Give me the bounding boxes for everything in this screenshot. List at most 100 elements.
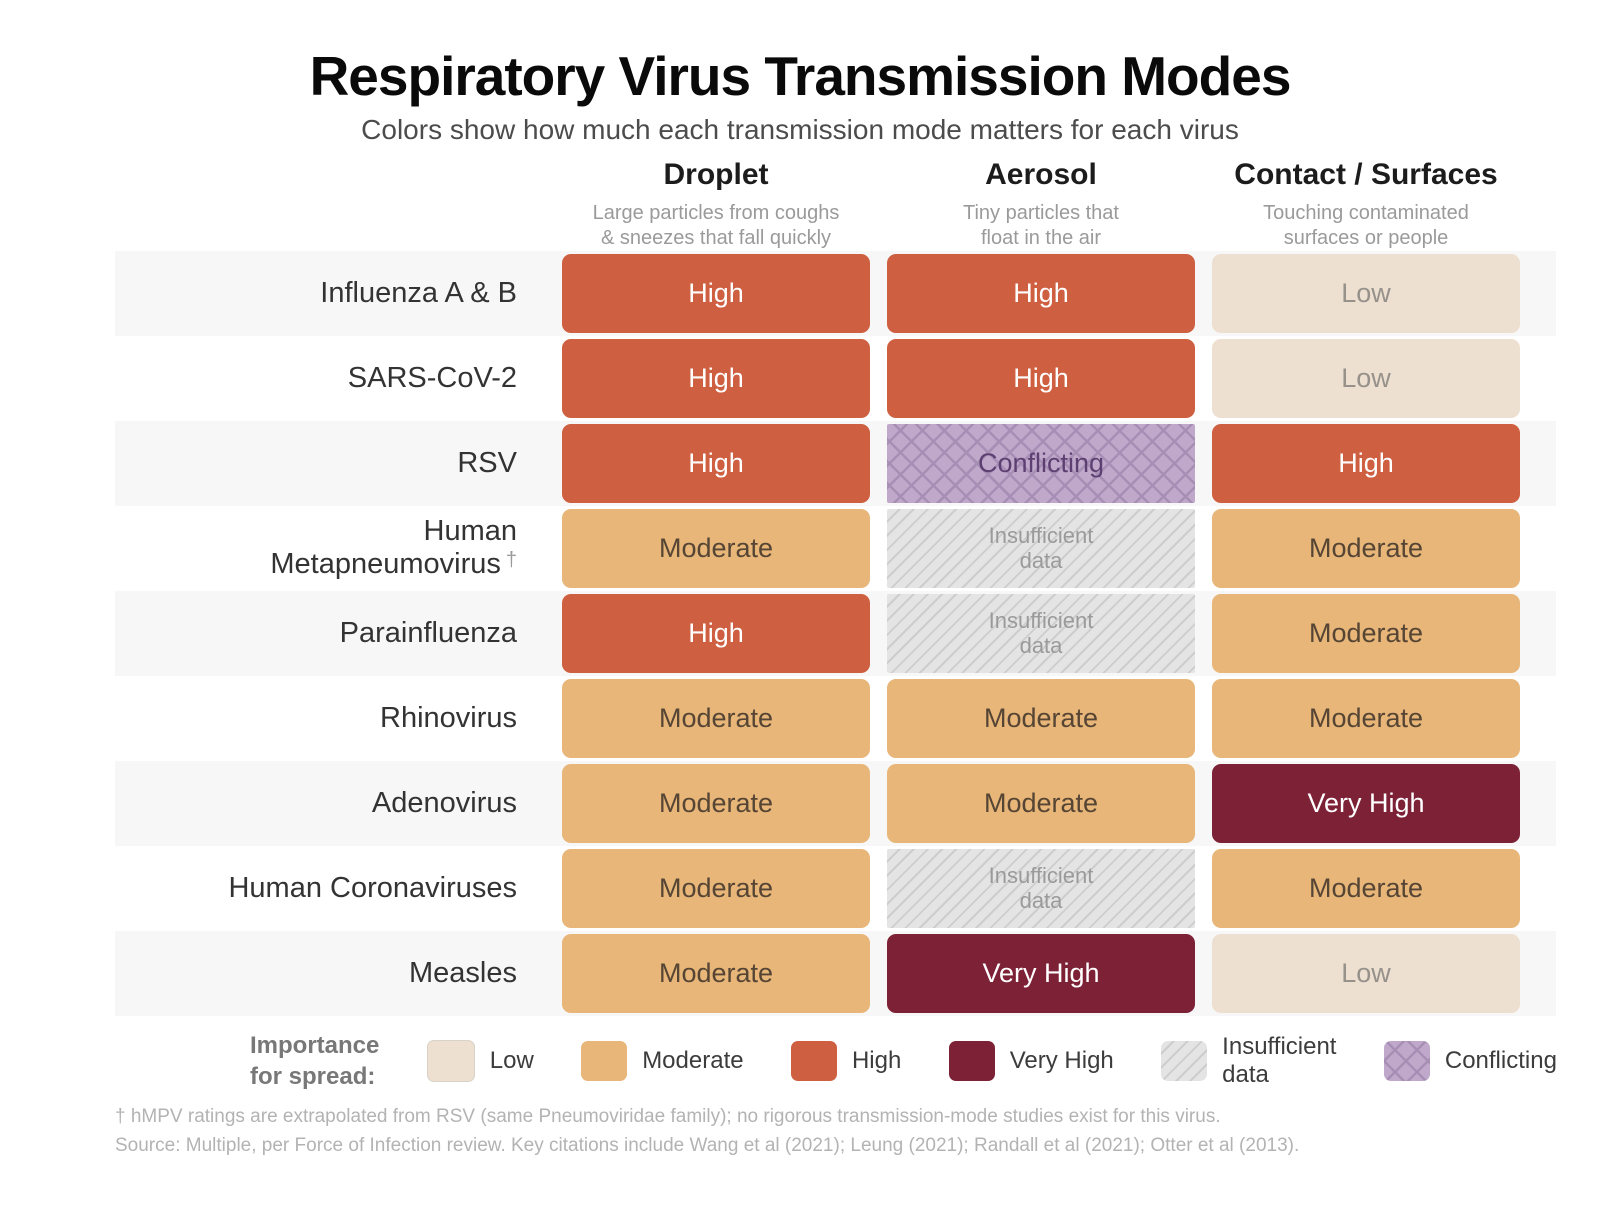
- legend-swatch: [426, 1039, 475, 1082]
- heat-cell-label: Low: [1341, 362, 1391, 393]
- row-label-dagger: †: [505, 549, 517, 572]
- heat-cell-label: Very High: [982, 957, 1100, 988]
- heat-cell-label: Insufficient data: [988, 607, 1094, 659]
- row-label-text: Human Metapneumovirus: [270, 514, 517, 581]
- column-title: Droplet: [663, 157, 769, 191]
- heat-cell: Moderate: [887, 678, 1195, 758]
- heat-cell-label: Moderate: [1308, 702, 1424, 733]
- legend-swatch: [1383, 1040, 1430, 1081]
- heat-cell: Very High: [1212, 763, 1520, 843]
- column-title: Contact / Surfaces: [1234, 157, 1498, 191]
- heat-cell-label: Low: [1341, 957, 1391, 988]
- heat-cell: Moderate: [562, 508, 870, 588]
- row-label-text: SARS-CoV-2: [347, 361, 517, 394]
- row-label: Parainfluenza: [115, 617, 545, 650]
- heat-cell-label: Moderate: [658, 957, 774, 988]
- footnote-source: Source: Multiple, per Force of Infection…: [115, 1135, 1300, 1157]
- column-description: Large particles from coughs & sneezes th…: [592, 201, 840, 249]
- table-row: Human Coronaviruses Moderate Insufficien…: [115, 846, 1556, 931]
- column-description: Touching contaminated surfaces or people: [1263, 201, 1469, 249]
- heat-cell: High: [562, 423, 870, 503]
- legend-swatch: [581, 1040, 628, 1081]
- row-label: RSV: [115, 447, 545, 480]
- heat-cell: High: [887, 253, 1195, 333]
- virus-table: Droplet Large particles from coughs & sn…: [115, 158, 1600, 1016]
- table-row: Influenza A & B High High Low: [115, 250, 1556, 336]
- heat-cell-label: Moderate: [1308, 532, 1424, 563]
- table-row: Rhinovirus Moderate Moderate Moderate: [115, 676, 1556, 761]
- row-label-text: Influenza A & B: [320, 276, 517, 309]
- row-label: Human Metapneumovirus †: [115, 515, 545, 582]
- row-label: Human Coronaviruses: [115, 872, 545, 905]
- legend-item-label: Insufficient data: [1222, 1033, 1337, 1088]
- footnotes: † hMPV ratings are extrapolated from RSV…: [115, 1106, 1600, 1157]
- row-label-text: Adenovirus: [371, 786, 517, 819]
- legend-item: Conflicting: [1383, 1040, 1557, 1081]
- row-label: SARS-CoV-2: [115, 362, 545, 395]
- heat-cell-label: Conflicting: [977, 447, 1105, 478]
- heat-cell-label: Insufficient data: [988, 862, 1094, 914]
- row-label-text: Rhinovirus: [380, 701, 517, 734]
- heat-cell: Conflicting: [887, 423, 1195, 503]
- heat-cell: Very High: [887, 933, 1195, 1013]
- column-header-droplet: Droplet Large particles from coughs & sn…: [562, 158, 870, 251]
- heat-cell: Moderate: [562, 848, 870, 928]
- heat-cell: Insufficient data: [887, 848, 1195, 928]
- legend-item: Moderate: [581, 1040, 744, 1081]
- row-label: Influenza A & B: [115, 277, 545, 310]
- table-row: Human Metapneumovirus † Moderate Insuffic…: [115, 506, 1556, 591]
- heat-cell-label: High: [688, 617, 744, 648]
- heat-cell: Moderate: [1212, 848, 1520, 928]
- heat-cell-label: Moderate: [1308, 617, 1424, 648]
- row-label-text: Human Coronaviruses: [228, 871, 517, 904]
- table-row: Parainfluenza High Insufficient data Mod…: [115, 590, 1556, 676]
- row-label: Rhinovirus: [115, 702, 545, 735]
- heat-cell-label: Moderate: [983, 787, 1099, 818]
- legend-title: Importance for spread:: [250, 1031, 380, 1090]
- legend-item-label: Low: [489, 1047, 534, 1075]
- column-header-aerosol: Aerosol Tiny particles that float in the…: [887, 158, 1195, 251]
- table-row: Measles Moderate Very High Low: [115, 930, 1556, 1016]
- heat-cell-label: Insufficient data: [988, 522, 1094, 574]
- heat-cell: Moderate: [1212, 593, 1520, 673]
- heat-cell-label: Moderate: [658, 872, 774, 903]
- heat-cell: Moderate: [1212, 678, 1520, 758]
- heat-cell: Moderate: [887, 763, 1195, 843]
- heat-cell: Low: [1212, 933, 1520, 1013]
- heat-cell-label: Moderate: [658, 787, 774, 818]
- row-label: Adenovirus: [115, 787, 545, 820]
- legend-item: Low: [426, 1039, 534, 1082]
- heat-cell: Moderate: [1212, 508, 1520, 588]
- row-label: Measles: [115, 957, 545, 990]
- legend-item-label: Very High: [1009, 1047, 1114, 1075]
- heat-cell-label: High: [1013, 362, 1069, 393]
- legend-item: Insufficient data: [1161, 1033, 1336, 1088]
- virus-table-body: Influenza A & B High High Low SARS-CoV-2…: [115, 250, 1600, 1016]
- legend-item-label: High: [851, 1047, 902, 1075]
- legend-swatch: [948, 1040, 995, 1081]
- heat-cell: Low: [1212, 253, 1520, 333]
- table-row: SARS-CoV-2 High High Low: [115, 336, 1556, 421]
- row-label-text: Measles: [409, 956, 517, 989]
- row-label-text: Parainfluenza: [339, 616, 517, 649]
- column-header-contact: Contact / Surfaces Touching contaminated…: [1212, 158, 1520, 251]
- table-row: Adenovirus Moderate Moderate Very High: [115, 760, 1556, 846]
- column-header-row: Droplet Large particles from coughs & sn…: [115, 158, 1556, 251]
- legend-item-label: Moderate: [642, 1047, 744, 1075]
- footnote-dagger: † hMPV ratings are extrapolated from RSV…: [115, 1106, 1221, 1128]
- heat-cell-label: High: [1013, 277, 1069, 308]
- column-title: Aerosol: [985, 157, 1097, 191]
- heat-cell: Moderate: [562, 763, 870, 843]
- heat-cell: Insufficient data: [887, 593, 1195, 673]
- heat-cell-label: Moderate: [1308, 872, 1424, 903]
- legend-swatch: [1161, 1040, 1208, 1081]
- chart-subtitle: Colors show how much each transmission m…: [361, 113, 1239, 145]
- legend-item: High: [790, 1040, 902, 1081]
- chart-title: Respiratory Virus Transmission Modes: [309, 45, 1292, 107]
- column-description: Tiny particles that float in the air: [963, 201, 1119, 249]
- row-label-text: RSV: [457, 446, 517, 479]
- heat-cell: High: [1212, 423, 1520, 503]
- heat-cell-label: High: [688, 277, 744, 308]
- heat-cell: Moderate: [562, 933, 870, 1013]
- heat-cell: Insufficient data: [887, 508, 1195, 588]
